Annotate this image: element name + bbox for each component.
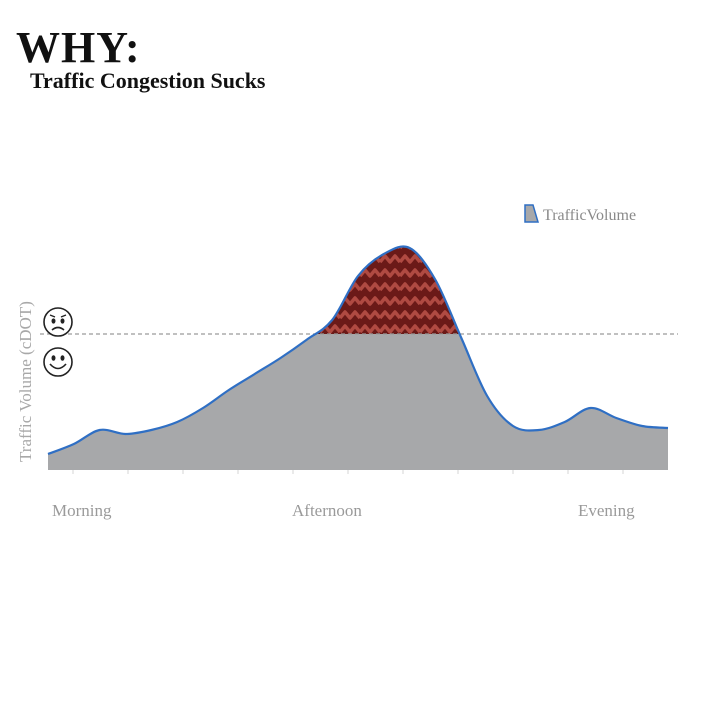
x-tick-label-afternoon: Afternoon	[292, 501, 362, 520]
legend-swatch	[524, 204, 540, 223]
smiling-face-icon	[43, 347, 73, 377]
frowning-face-icon	[43, 307, 73, 337]
x-axis-ticks	[72, 470, 624, 474]
y-axis-label: Traffic Volume (cDOT)	[16, 301, 35, 462]
x-tick-label-evening: Evening	[578, 501, 635, 520]
page-subtitle: Traffic Congestion Sucks	[30, 68, 266, 93]
traffic-volume-line	[47, 245, 669, 456]
legend: TrafficVolume	[524, 204, 636, 224]
congestion-area	[315, 246, 460, 334]
x-tick-label-morning: Morning	[52, 501, 112, 520]
traffic-volume-area	[48, 246, 668, 470]
page-title: WHY:	[16, 23, 141, 72]
legend-label: TrafficVolume	[543, 207, 636, 224]
